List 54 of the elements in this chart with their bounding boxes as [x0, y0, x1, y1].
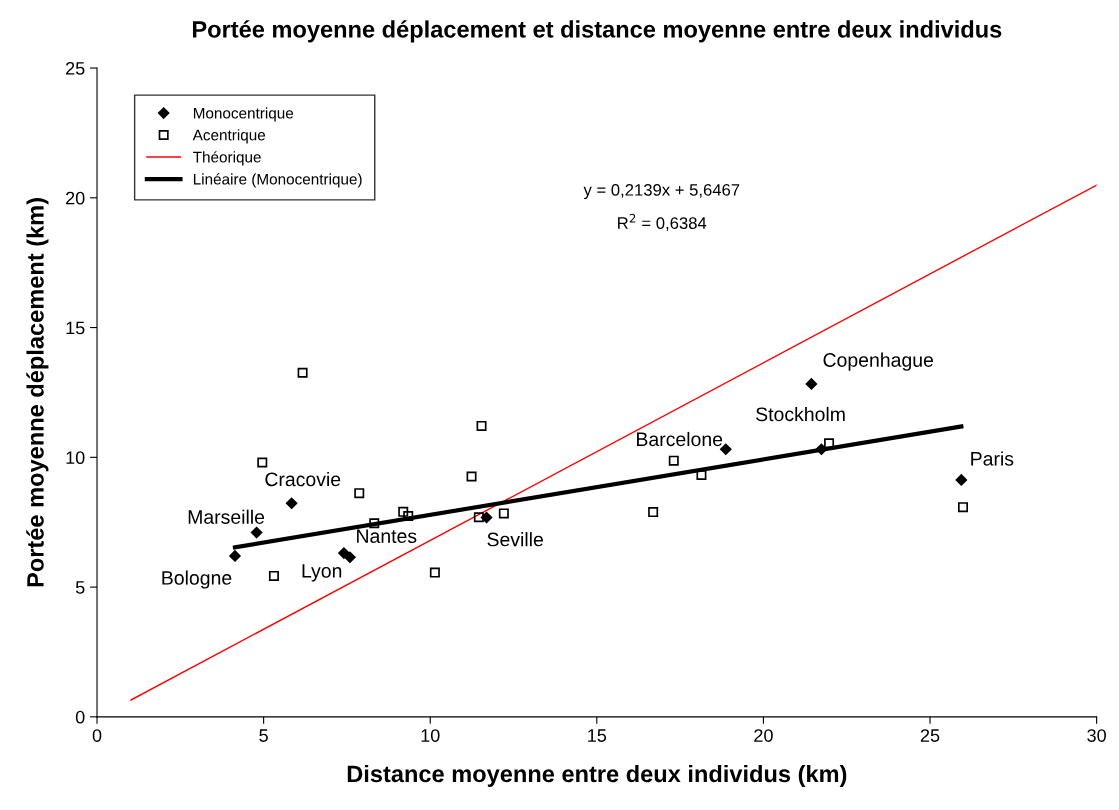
y-tick-label: 25 — [66, 61, 85, 75]
point — [285, 497, 298, 510]
x-tick-label: 5 — [259, 729, 268, 742]
point — [338, 547, 350, 559]
annotation: Marseille — [188, 509, 265, 524]
annotation: Cracovie — [265, 471, 341, 487]
annotation: Lyon — [302, 564, 342, 582]
x-axis-title: Distance moyenne entre deux individus (km) — [347, 764, 847, 787]
point — [466, 471, 477, 482]
annotation: Nantes — [357, 529, 417, 544]
y-tick-label: 10 — [66, 451, 85, 465]
legend-label: Linéaire (Monocentrique) — [193, 173, 362, 188]
x-tick-label: 0 — [92, 729, 102, 742]
point — [354, 488, 365, 499]
point — [473, 512, 484, 523]
y-tick-label: 15 — [66, 321, 85, 335]
legend-label: Acentrique — [192, 129, 266, 144]
point — [476, 420, 487, 431]
point — [229, 550, 241, 562]
x-tick-label: 15 — [588, 729, 607, 742]
annotation: Seville — [487, 532, 543, 547]
annotation: Barcelone — [637, 431, 723, 447]
point — [369, 518, 380, 529]
annotation: Stockholm — [756, 406, 845, 422]
point — [498, 508, 509, 519]
point — [958, 502, 969, 513]
y-tick-label: 20 — [66, 191, 85, 205]
y-tick-label: 5 — [75, 581, 85, 594]
point — [805, 378, 818, 390]
annotation: y = 0,2139x + 5,6467 — [583, 183, 740, 200]
legend-label: Théorique — [193, 151, 261, 166]
point — [297, 367, 308, 378]
chart-title: Portée moyenne déplacement et distance moyenne entre deux individus — [192, 20, 1002, 43]
point — [398, 506, 409, 517]
y-tick-label: 0 — [75, 710, 85, 724]
annotation: R$^{2}$ = 0,6384 — [618, 213, 707, 231]
point — [648, 507, 659, 518]
point — [250, 526, 263, 539]
x-tick-label: 20 — [754, 729, 773, 742]
point — [955, 474, 968, 486]
legend-label: Monocentrique — [193, 107, 294, 122]
point — [257, 457, 268, 468]
point — [668, 455, 679, 466]
point — [344, 551, 356, 563]
point — [720, 443, 732, 456]
point — [268, 570, 279, 581]
y-axis-title: Portée moyenne déplacement (km) — [26, 198, 49, 587]
annotation: Bologne — [162, 570, 232, 589]
annotation: Copenhague — [823, 352, 934, 371]
point — [429, 567, 440, 578]
x-tick-label: 30 — [1087, 729, 1106, 742]
x-tick-label: 25 — [920, 729, 940, 742]
x-tick-label: 10 — [421, 729, 440, 742]
annotation: Paris — [971, 451, 1014, 466]
